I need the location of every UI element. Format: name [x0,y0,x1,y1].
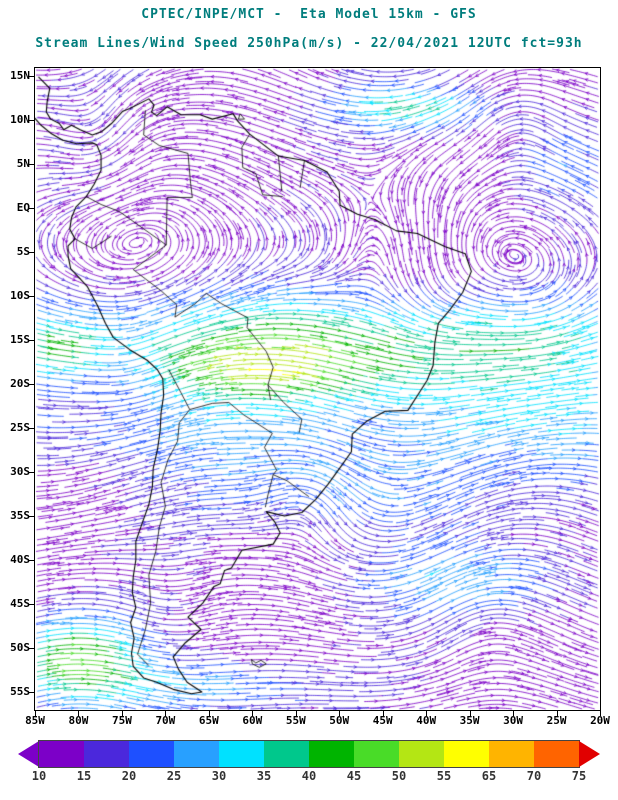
colorbar-label-45: 45 [346,769,362,783]
lon-tick [600,711,601,716]
colorbar-label-40: 40 [301,769,317,783]
colorbar-segment-1 [84,741,129,767]
colorbar-segment-6 [309,741,354,767]
colorbar-segment-5 [264,741,309,767]
lat-label-30S: 30S [10,465,30,478]
lon-label-40W: 40W [416,714,437,727]
lon-tick [252,711,254,716]
lat-label-5N: 5N [16,157,30,170]
lat-tick [29,648,35,649]
lon-label-75W: 75W [111,714,132,727]
wind-speed-colorbar [18,740,600,768]
lon-tick [295,711,297,716]
lon-label-85W: 85W [25,714,45,727]
page-title-line2: Stream Lines/Wind Speed 250hPa(m/s) - 22… [35,36,583,51]
lon-label-20W: 20W [590,714,610,727]
lat-label-10S: 10S [10,289,30,302]
lon-tick [426,711,428,716]
lon-tick [165,711,167,716]
colorbar-segment-4 [219,741,264,767]
colorbar-segment-3 [174,741,219,767]
lat-label-50S: 50S [10,641,30,654]
colorbar-segment-9 [444,741,489,767]
colorbar-label-65: 65 [481,769,497,783]
lat-tick [29,516,35,517]
lon-label-80W: 80W [68,714,89,727]
lat-tick [29,76,35,77]
colorbar-label-15: 15 [76,769,92,783]
lat-tick [29,120,35,121]
colorbar-segment-11 [534,741,579,767]
lat-label-40S: 40S [10,553,30,566]
colorbar-segment-2 [129,741,174,767]
colorbar-segment-0 [39,741,84,767]
lon-tick [469,711,471,716]
lat-label-45S: 45S [10,597,30,610]
lon-tick [339,711,341,716]
lon-tick [556,711,558,716]
colorbar-label-30: 30 [211,769,227,783]
colorbar-label-50: 50 [391,769,407,783]
lon-label-30W: 30W [503,714,523,727]
lon-label-70W: 70W [155,714,176,727]
lat-label-15S: 15S [10,333,30,346]
lat-label-10N: 10N [10,113,30,126]
lat-tick [29,296,35,297]
colorbar-right-arrow [579,741,600,767]
lat-label-15N: 15N [10,69,30,82]
colorbar-segment-7 [354,741,399,767]
lat-label-35S: 35S [10,509,30,522]
lon-label-35W: 35W [459,714,480,727]
colorbar-left-arrow [18,741,39,767]
colorbar-strip [38,740,580,768]
page-title-line1: CPTEC/INPE/MCT - Eta Model 15km - GFS [141,7,477,22]
lat-tick [29,340,35,341]
lon-tick [121,711,123,716]
lat-tick [29,208,35,209]
lat-tick [29,692,35,693]
lon-tick [513,711,515,716]
lon-label-55W: 55W [285,714,306,727]
lon-tick [208,711,210,716]
lat-tick [29,428,35,429]
lon-label-65W: 65W [198,714,219,727]
lon-tick [382,711,384,716]
lat-label-55S: 55S [10,685,30,698]
map-frame [34,67,601,711]
colorbar-label-55: 55 [436,769,452,783]
colorbar-label-25: 25 [166,769,182,783]
streamline-map-canvas [35,68,600,710]
colorbar-label-20: 20 [121,769,137,783]
lat-label-5S: 5S [16,245,30,258]
colorbar-label-10: 10 [31,769,47,783]
lat-label-20S: 20S [10,377,30,390]
lon-label-45W: 45W [372,714,393,727]
lat-tick [29,164,35,165]
colorbar-segment-8 [399,741,444,767]
colorbar-label-70: 70 [526,769,542,783]
lon-label-50W: 50W [329,714,350,727]
lat-label-25S: 25S [10,421,30,434]
colorbar-label-35: 35 [256,769,272,783]
lon-tick [35,711,36,716]
lon-tick [78,711,80,716]
colorbar-label-75: 75 [571,769,587,783]
lat-tick [29,472,35,473]
lat-tick [29,252,35,253]
colorbar-segment-10 [489,741,534,767]
lat-tick [29,384,35,385]
lat-label-EQ: EQ [16,201,30,214]
lat-tick [29,560,35,561]
lat-tick [29,604,35,605]
lon-label-60W: 60W [242,714,263,727]
lon-label-25W: 25W [546,714,567,727]
